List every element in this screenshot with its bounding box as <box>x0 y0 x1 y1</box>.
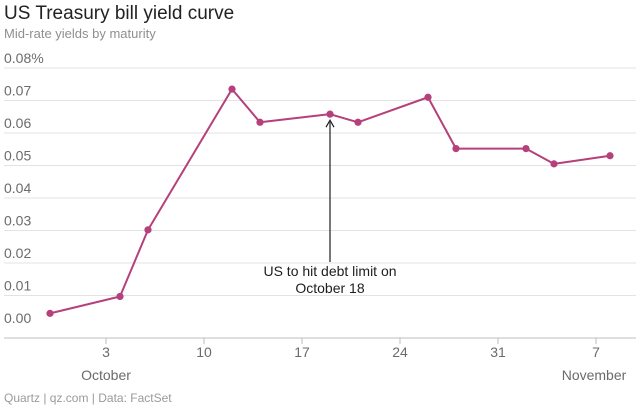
y-tick-label: 0.01 <box>4 278 31 294</box>
data-point <box>116 292 124 301</box>
data-point <box>522 145 530 153</box>
annotation-text: US to hit debt limit on <box>263 263 396 279</box>
x-tick-label: 7 <box>592 344 600 360</box>
y-tick-label: 0.05 <box>4 148 31 164</box>
y-tick-label: 0.06 <box>4 115 31 131</box>
y-tick-label: 0.07 <box>4 83 31 99</box>
y-tick-label: 0.02 <box>4 245 31 261</box>
y-tick-label: 0.03 <box>4 213 31 229</box>
data-point <box>144 226 152 234</box>
data-point <box>452 145 460 153</box>
x-month-label: November <box>562 367 627 383</box>
y-tick-label: 0.08% <box>4 50 44 66</box>
x-tick-label: 10 <box>196 344 212 360</box>
data-point <box>46 309 54 317</box>
data-point <box>256 118 264 126</box>
chart-title: US Treasury bill yield curve <box>4 3 235 24</box>
series-line <box>49 88 611 315</box>
y-tick-label: 0.00 <box>4 310 31 326</box>
series-layer <box>46 85 614 317</box>
x-tick-label: 17 <box>294 344 310 360</box>
data-point <box>228 85 236 93</box>
annotation-arrow-head <box>325 118 335 128</box>
x-tick-label: 31 <box>490 344 506 360</box>
axis-layer: 0.00 0.01 0.02 0.03 0.04 0.05 0.06 0.07 0.08% 3 10… <box>4 50 636 383</box>
y-tick-label: 0.04 <box>4 180 31 196</box>
source-footer: Quartz | qz.com | Data: FactSet <box>4 391 172 405</box>
data-point <box>424 93 432 101</box>
annotation-text: October 18 <box>295 280 364 296</box>
grid-layer <box>4 67 636 296</box>
x-tick-label: 3 <box>102 344 110 360</box>
chart-subtitle: Mid-rate yields by maturity <box>4 26 156 41</box>
x-tick-label: 24 <box>392 344 408 360</box>
data-point <box>606 152 614 160</box>
data-point <box>354 118 362 126</box>
x-month-label: October <box>81 367 131 383</box>
data-point <box>550 160 558 168</box>
data-point <box>326 110 334 118</box>
